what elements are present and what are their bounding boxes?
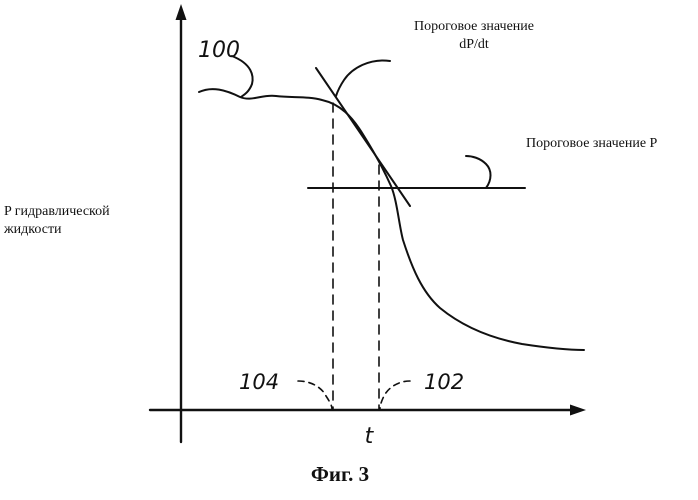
y-axis-label-line2: жидкости — [3, 222, 62, 237]
time-ref-104: 104 — [239, 370, 279, 394]
curve-ref-100: 100 — [198, 38, 240, 63]
hook-104 — [298, 381, 332, 409]
threshold-p-label: Пороговое значение P — [526, 136, 658, 151]
hook-102 — [380, 381, 410, 409]
time-ref-102: 102 — [424, 370, 464, 394]
tangent-line — [316, 68, 410, 206]
leader-threshold-p — [466, 156, 491, 188]
x-axis-label: t — [365, 424, 375, 449]
threshold-dpdt-label-line1: Пороговое значение — [414, 19, 534, 34]
pressure-curve — [199, 89, 584, 350]
y-axis-label-line1: P гидравлической — [4, 204, 110, 219]
x-axis-arrowhead — [570, 405, 586, 416]
leader-dpdt — [336, 60, 390, 96]
y-axis-arrowhead — [176, 4, 187, 20]
figure-caption: Фиг. 3 — [311, 462, 369, 486]
threshold-dpdt-label-line2: dP/dt — [459, 37, 489, 52]
